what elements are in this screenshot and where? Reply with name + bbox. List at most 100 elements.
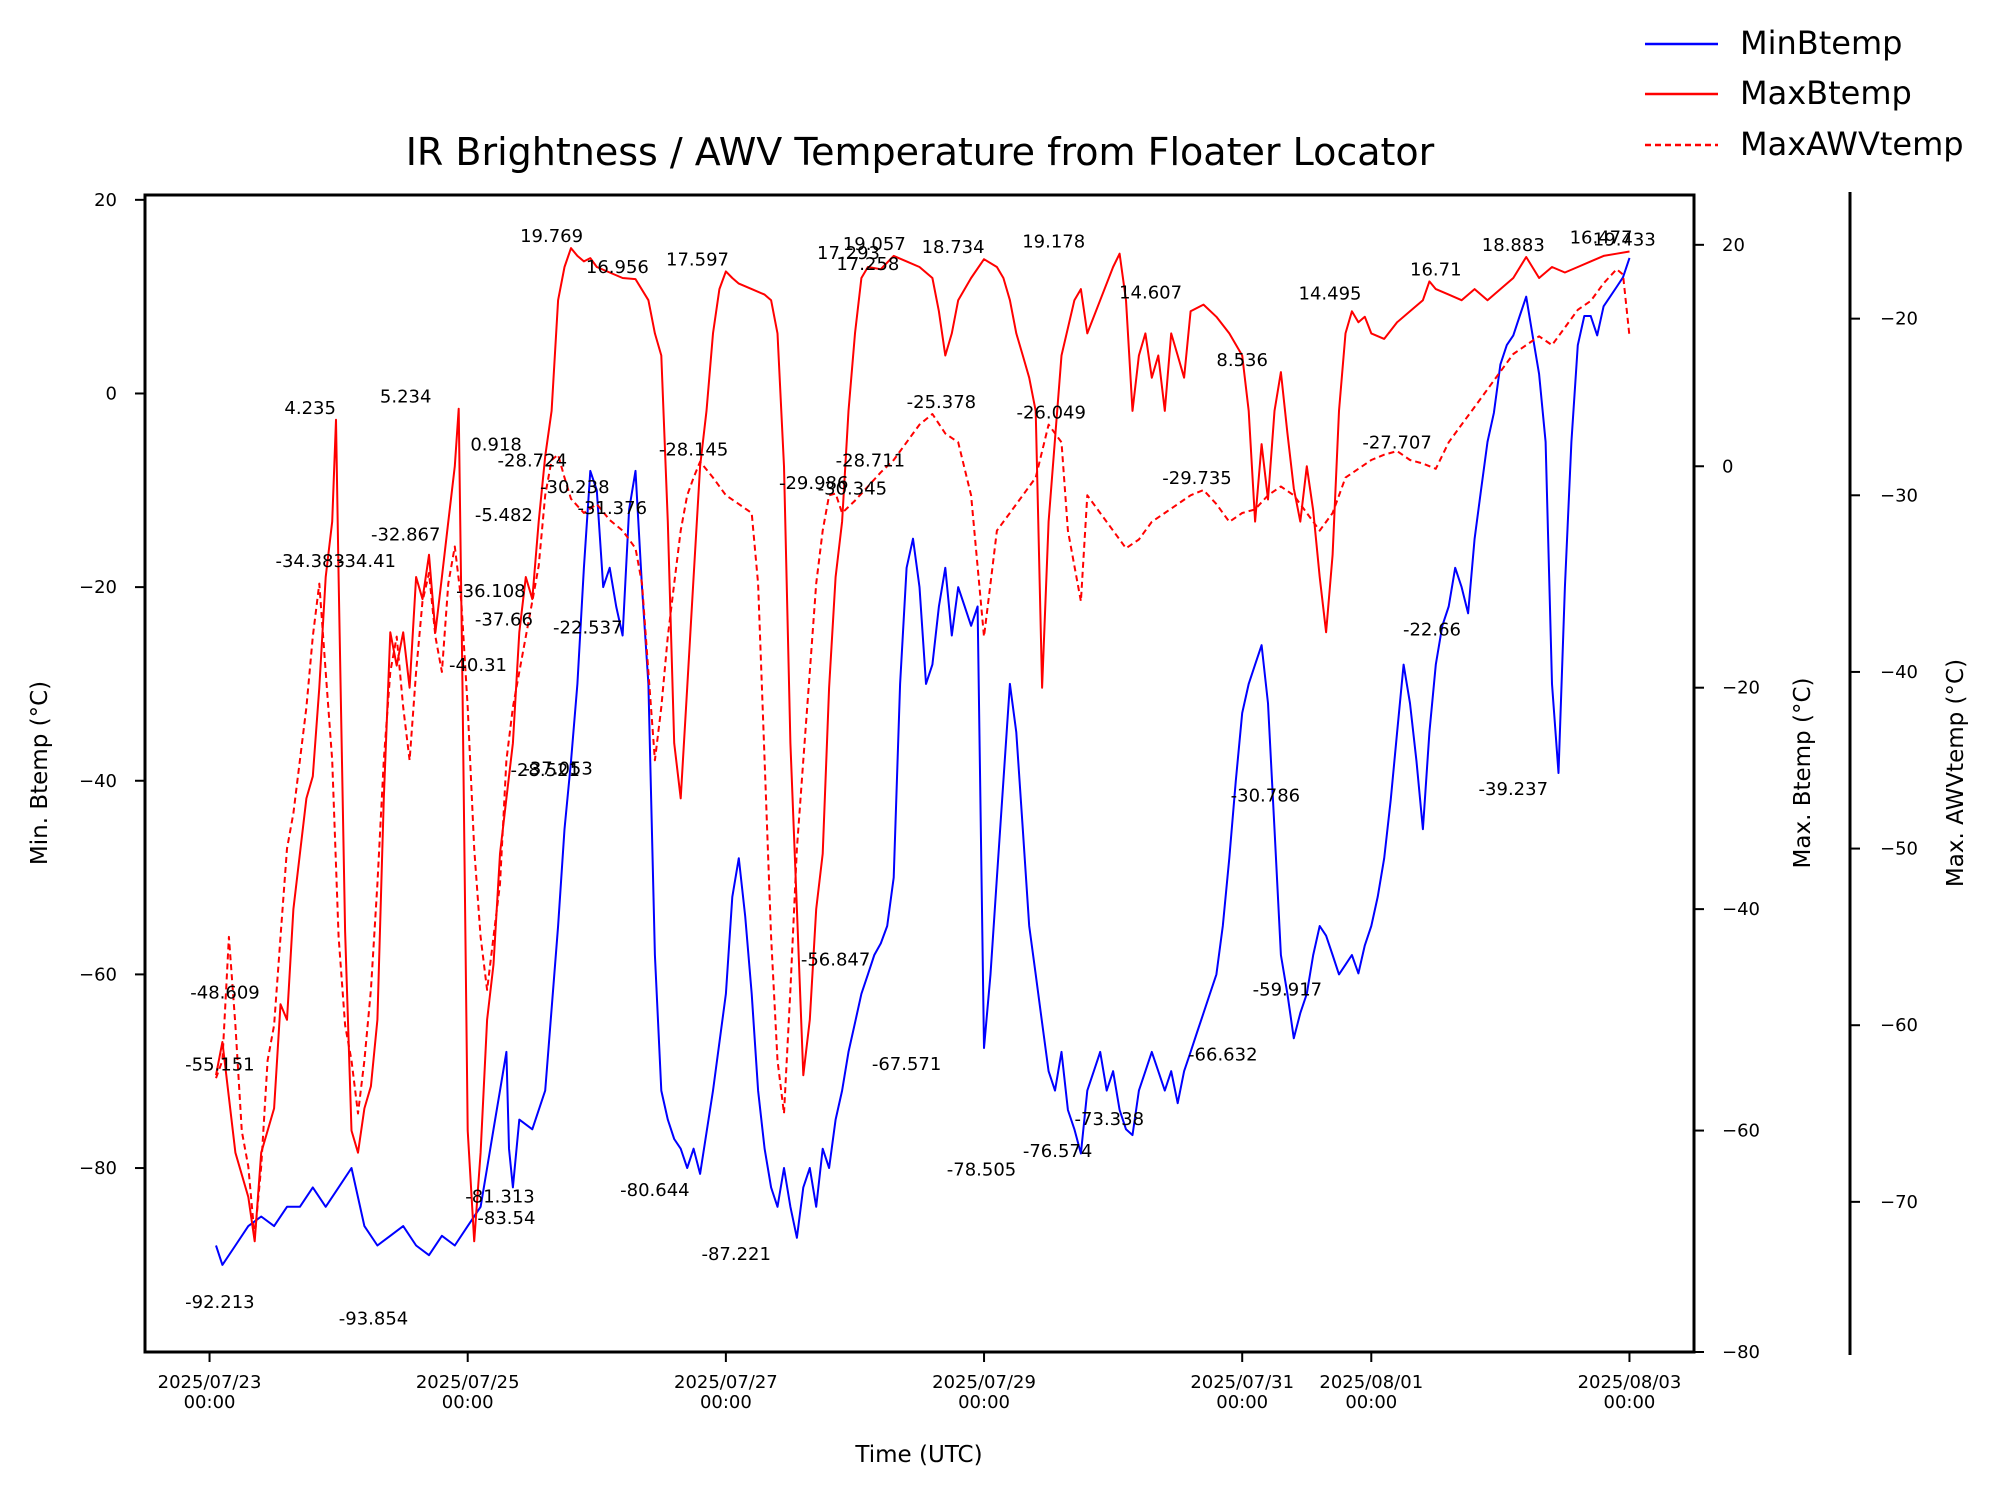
y-left-tick-label: −20 xyxy=(79,577,117,598)
legend-label-maxawvtemp: MaxAWVtemp xyxy=(1740,125,1964,163)
data-label: -56.847 xyxy=(801,949,870,970)
y-right2-tick-label: −20 xyxy=(1880,309,1918,330)
legend: MinBtemp MaxBtemp MaxAWVtemp xyxy=(1645,24,1964,163)
y-left-tick-label: −40 xyxy=(79,771,117,792)
data-label: -28.521 xyxy=(510,760,579,781)
data-label: -29.735 xyxy=(1162,468,1231,489)
data-label: 19.433 xyxy=(1593,230,1656,251)
data-label: -92.213 xyxy=(185,1292,254,1313)
data-label: -5.482 xyxy=(475,505,533,526)
data-label: -28.711 xyxy=(836,450,905,471)
y-axis-right2-label: Max. AWVtemp (°C) xyxy=(1943,659,1969,887)
data-label: 14.495 xyxy=(1299,284,1362,305)
plot-frame xyxy=(143,193,1696,1354)
y-right2-tick-label: −50 xyxy=(1880,839,1918,860)
series-layer xyxy=(215,247,1631,1266)
data-label: 16.71 xyxy=(1410,259,1462,280)
x-axis-label: Time (UTC) xyxy=(854,1442,982,1468)
data-label: -28.145 xyxy=(659,440,728,461)
data-label: -87.221 xyxy=(701,1244,770,1265)
data-label: -32.867 xyxy=(371,525,440,546)
data-label: -40.31 xyxy=(449,655,507,676)
y-left-tick-label: −80 xyxy=(79,1158,117,1179)
data-label: -25.378 xyxy=(907,392,976,413)
y-right1-tick-label: −40 xyxy=(1722,899,1760,920)
data-label: -22.537 xyxy=(553,617,622,638)
data-label: -59.917 xyxy=(1253,979,1322,1000)
data-label: 0.918 xyxy=(470,434,522,455)
series-line-maxbtemp xyxy=(215,247,1630,1243)
data-label: 17.258 xyxy=(836,254,899,275)
data-label: -29.986 xyxy=(779,473,848,494)
data-label: -55.151 xyxy=(185,1054,254,1075)
data-label: 18.883 xyxy=(1482,235,1545,256)
data-label: -81.313 xyxy=(465,1187,534,1208)
data-label: -37.66 xyxy=(475,609,533,630)
data-label: -36.108 xyxy=(456,581,525,602)
data-label: 17.293 xyxy=(817,243,880,264)
x-tick-label: 00:00 xyxy=(184,1392,236,1413)
data-label: -34.383 xyxy=(275,551,344,572)
data-label: 5.234 xyxy=(380,387,432,408)
annotation-layer: -92.213 -93.854 -81.313-83.54 -80.644 -87.22… xyxy=(185,226,1656,1330)
y-axis-left-ticks: 20 0 −20 −40 −60 −80 xyxy=(79,190,145,1179)
data-label: 19.769 xyxy=(520,226,583,247)
data-label: -37.053 xyxy=(523,759,592,780)
y-right2-tick-label: −60 xyxy=(1880,1015,1918,1036)
data-label: 16.477 xyxy=(1570,227,1633,248)
x-tick-label: 00:00 xyxy=(442,1392,494,1413)
data-label: 14.607 xyxy=(1119,283,1182,304)
legend-label-minbtemp: MinBtemp xyxy=(1740,24,1902,62)
x-tick-label: 2025/07/27 xyxy=(674,1372,778,1393)
x-tick-label: 2025/08/03 xyxy=(1578,1372,1682,1393)
x-tick-label: 2025/07/29 xyxy=(932,1372,1036,1393)
data-label: -28.724 xyxy=(498,450,567,471)
x-tick-label: 00:00 xyxy=(1604,1392,1656,1413)
data-label: -48.609 xyxy=(190,982,259,1003)
y-left-tick-label: 0 xyxy=(106,383,117,404)
y-right1-tick-label: 20 xyxy=(1722,235,1745,256)
data-label: -30.238 xyxy=(540,477,609,498)
data-label: -76.574 xyxy=(1023,1141,1092,1162)
x-tick-label: 2025/07/31 xyxy=(1190,1372,1294,1393)
data-label: -39.237 xyxy=(1479,779,1548,800)
legend-label-maxbtemp: MaxBtemp xyxy=(1740,74,1912,112)
data-label: -66.632 xyxy=(1188,1044,1257,1065)
y-axis-right2-ticks: −20 −30 −40 −50 −60 −70 xyxy=(1850,309,1918,1213)
data-label: 19.057 xyxy=(843,234,906,255)
data-label: -26.049 xyxy=(1016,403,1085,424)
y-axis-right1-ticks: 20 0 −20 −40 −60 −80 xyxy=(1694,235,1760,1363)
data-label: -73.338 xyxy=(1075,1109,1144,1130)
data-label: -34.41 xyxy=(338,551,396,572)
data-label: 4.235 xyxy=(284,398,336,419)
data-label: -78.505 xyxy=(947,1160,1016,1181)
x-tick-label: 00:00 xyxy=(958,1392,1010,1413)
series-line-minbtemp xyxy=(215,257,1631,1266)
x-tick-label: 00:00 xyxy=(1216,1392,1268,1413)
y-left-tick-label: 20 xyxy=(94,190,117,211)
y-right2-tick-label: −70 xyxy=(1880,1192,1918,1213)
y-axis-right1-label: Max. Btemp (°C) xyxy=(1790,678,1816,869)
y-right2-tick-label: −30 xyxy=(1880,485,1918,506)
y-axis-left-label: Min. Btemp (°C) xyxy=(27,681,53,865)
data-label: 19.178 xyxy=(1022,232,1085,253)
data-label: -27.707 xyxy=(1362,433,1431,454)
x-tick-label: 2025/08/01 xyxy=(1319,1372,1423,1393)
data-label: 8.536 xyxy=(1216,350,1268,371)
y-right1-tick-label: −80 xyxy=(1722,1342,1760,1363)
y-right1-tick-label: −60 xyxy=(1722,1121,1760,1142)
data-label: -93.854 xyxy=(339,1309,408,1330)
data-label: -67.571 xyxy=(872,1054,941,1075)
x-tick-label: 00:00 xyxy=(1345,1392,1397,1413)
data-label: 16.956 xyxy=(586,257,649,278)
data-label: 18.734 xyxy=(922,237,985,258)
series-line-maxawvtemp xyxy=(215,268,1631,1239)
data-label: -83.54 xyxy=(477,1208,535,1229)
data-label: -22.66 xyxy=(1403,619,1461,640)
chart-title: IR Brightness / AWV Temperature from Flo… xyxy=(406,130,1435,174)
data-label: 17.597 xyxy=(666,249,729,270)
data-label: -31.376 xyxy=(578,498,647,519)
x-tick-label: 2025/07/25 xyxy=(416,1372,520,1393)
data-label: -30.786 xyxy=(1231,785,1300,806)
